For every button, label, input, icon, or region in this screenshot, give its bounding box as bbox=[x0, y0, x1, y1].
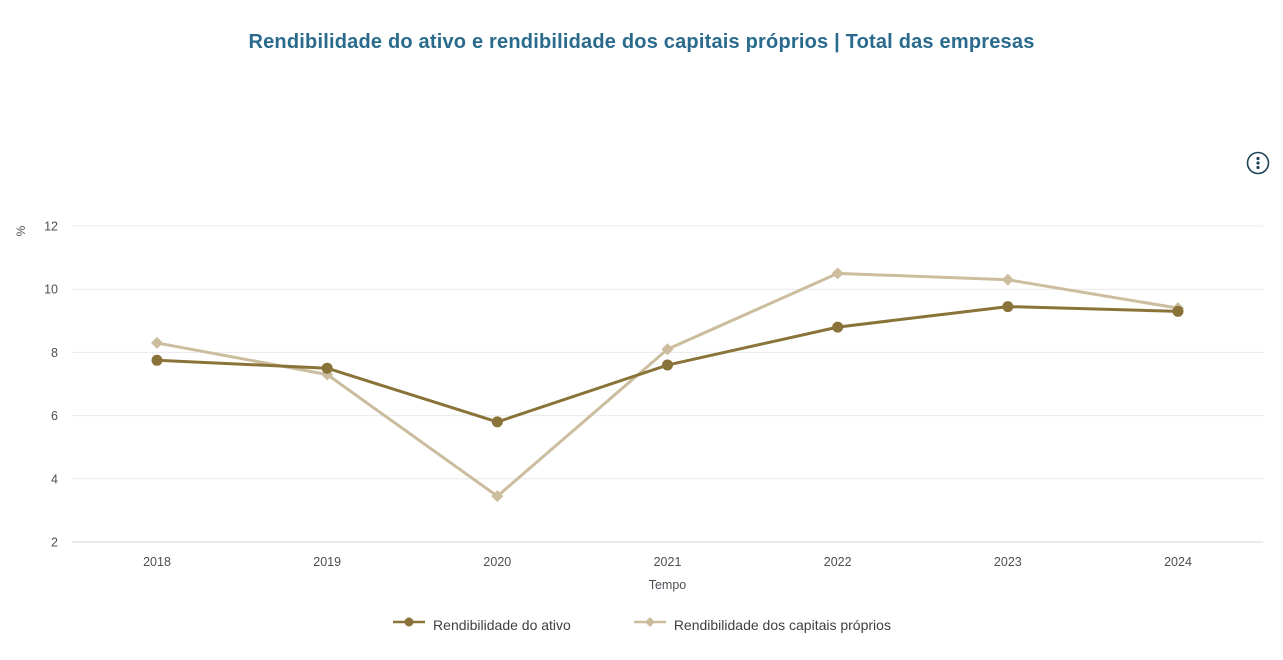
data-point-diamond[interactable] bbox=[491, 490, 504, 503]
data-point-circle[interactable] bbox=[662, 359, 673, 371]
y-axis-label: % bbox=[14, 225, 28, 236]
y-tick-label: 2 bbox=[51, 536, 58, 550]
x-tick-label: 2021 bbox=[654, 555, 682, 569]
series-marker-circle-icon bbox=[392, 615, 426, 634]
y-tick-label: 6 bbox=[51, 409, 58, 423]
data-point-diamond[interactable] bbox=[831, 267, 844, 280]
chart-title: Rendibilidade do ativo e rendibilidade d… bbox=[248, 31, 1035, 53]
data-point-circle[interactable] bbox=[321, 362, 333, 374]
y-tick-label: 8 bbox=[51, 346, 58, 360]
legend-label: Rendibilidade dos capitais próprios bbox=[673, 616, 891, 633]
y-tick-label: 4 bbox=[51, 472, 58, 486]
line-chart-canvas: 2 4 6 8 10 12% 2018 2019 2020 2021 2022 2023 2024 Tem… bbox=[14, 220, 1263, 592]
series-marker-diamond-icon bbox=[633, 615, 667, 634]
data-point-circle[interactable] bbox=[832, 321, 844, 333]
chart-menu-button[interactable] bbox=[1246, 151, 1270, 175]
y-tick-label: 10 bbox=[44, 283, 58, 297]
x-tick-label: 2024 bbox=[1164, 555, 1192, 569]
data-point-circle[interactable] bbox=[1172, 305, 1184, 317]
x-tick-label: 2020 bbox=[483, 555, 511, 569]
data-point-diamond[interactable] bbox=[1001, 273, 1014, 286]
series-ativo[interactable] bbox=[151, 301, 1184, 428]
data-point-diamond[interactable] bbox=[151, 336, 163, 349]
x-tick-label: 2019 bbox=[313, 555, 341, 569]
data-point-circle[interactable] bbox=[151, 354, 163, 366]
x-tick-label: 2023 bbox=[994, 555, 1022, 569]
x-tick-label: 2018 bbox=[143, 555, 171, 569]
data-point-circle[interactable] bbox=[1002, 301, 1014, 313]
data-point-circle[interactable] bbox=[491, 416, 503, 428]
y-tick-label: 12 bbox=[44, 220, 58, 234]
series-capitais-proprios[interactable] bbox=[151, 267, 1184, 503]
chart-legend: Rendibilidade do ativo Rendibilidade dos… bbox=[0, 615, 1283, 634]
legend-item-rendibilidade-dos-capitais-proprios[interactable]: Rendibilidade dos capitais próprios bbox=[633, 615, 891, 634]
kebab-menu-circle-icon bbox=[1246, 151, 1270, 175]
x-tick-label: 2022 bbox=[824, 555, 852, 569]
data-point-diamond[interactable] bbox=[661, 343, 674, 356]
legend-label: Rendibilidade do ativo bbox=[433, 616, 571, 633]
x-axis-label: Tempo bbox=[649, 578, 687, 592]
legend-item-rendibilidade-do-ativo[interactable]: Rendibilidade do ativo bbox=[392, 615, 571, 634]
